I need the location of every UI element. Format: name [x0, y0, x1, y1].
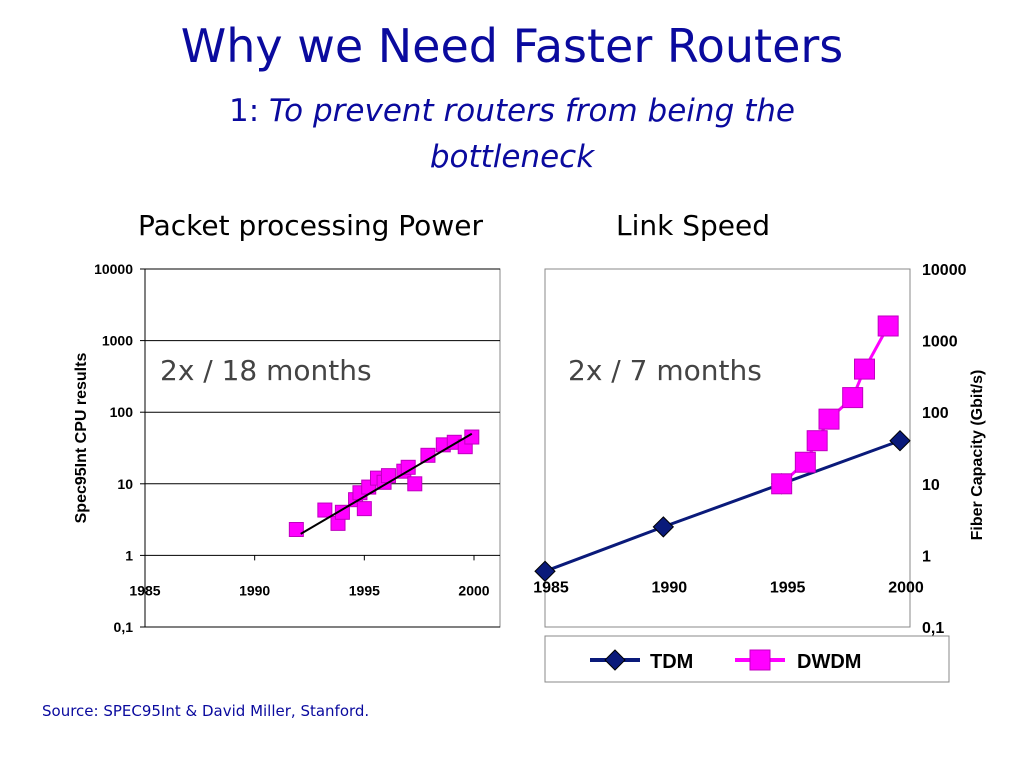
left-x-tick-label: 1995 [349, 582, 380, 598]
dwdm-data-point [854, 358, 875, 380]
left-data-point [288, 522, 304, 538]
left-y-tick-label: 1000 [102, 333, 133, 349]
source-note: Source: SPEC95Int & David Miller, Stanfo… [42, 702, 370, 720]
left-data-point [334, 504, 350, 520]
legend-tdm-marker [604, 649, 626, 671]
dwdm-data-point [842, 387, 864, 409]
right-y-tick-label: 10000 [922, 262, 967, 279]
right-y-tick-label: 100 [922, 405, 949, 422]
right-y-tick-label: 0,1 [922, 620, 944, 637]
right-y-tick-label: 10 [922, 477, 940, 494]
slide-title: Why we Need Faster Routers [180, 19, 844, 73]
dwdm-data-point [806, 430, 828, 452]
dwdm-data-point [771, 473, 793, 495]
left-x-tick-label: 2000 [458, 582, 489, 598]
left-y-tick-label: 1 [125, 547, 133, 563]
left-chart: 0,1 1 10 100 1000 10000 1985 1990 1995 2000 Spec95… [73, 261, 501, 635]
left-annotation: 2x / 18 months [160, 354, 372, 387]
left-y-tick-label: 0,1 [114, 619, 134, 635]
left-y-tick-label: 10 [117, 476, 133, 492]
left-data-point [317, 502, 333, 518]
right-plot-area [544, 268, 911, 628]
left-chart-heading: Packet processing Power [138, 209, 483, 242]
dwdm-data-point [877, 315, 899, 337]
tdm-data-point [889, 429, 911, 452]
left-y-axis-title: Spec95Int CPU results [73, 353, 90, 524]
subtitle-text: To prevent routers from being the bottle… [269, 93, 795, 175]
legend-tdm-label: TDM [650, 651, 693, 673]
slide-subtitle: 1: To prevent routers from being the bot… [180, 88, 844, 180]
right-y-axis-title: Fiber Capacity (Gbit/s) [969, 370, 986, 541]
left-data-point [356, 501, 372, 517]
right-y-tick-label: 1000 [922, 334, 958, 351]
right-legend: TDM DWDM [544, 635, 950, 683]
right-annotation: 2x / 7 months [568, 354, 762, 387]
right-x-tick-label: 2000 [888, 579, 924, 596]
tdm-data-point [652, 516, 675, 538]
right-x-tick-label: 1990 [652, 579, 688, 596]
right-x-tick-label: 1995 [770, 579, 806, 596]
left-y-tick-label: 100 [110, 404, 134, 420]
right-x-tick-label: 1985 [533, 579, 569, 596]
left-data-point [407, 476, 423, 492]
right-chart: 0,1 1 10 100 1000 10000 1985 1990 1995 2000 Fiber … [533, 262, 986, 683]
right-y-tick-label: 1 [922, 548, 931, 565]
tdm-series-line [544, 439, 901, 573]
right-chart-heading: Link Speed [616, 209, 771, 242]
left-y-tick-label: 10000 [94, 261, 133, 277]
subtitle-number: 1: [229, 93, 260, 129]
legend-dwdm-marker [749, 649, 771, 671]
left-x-tick-label: 1990 [239, 582, 270, 598]
left-trend-line [300, 432, 473, 535]
tdm-data-point [534, 560, 556, 582]
dwdm-data-point [818, 408, 840, 430]
left-x-tick-label: 1985 [129, 582, 160, 598]
dwdm-data-point [794, 451, 816, 473]
legend-dwdm-label: DWDM [797, 651, 861, 673]
